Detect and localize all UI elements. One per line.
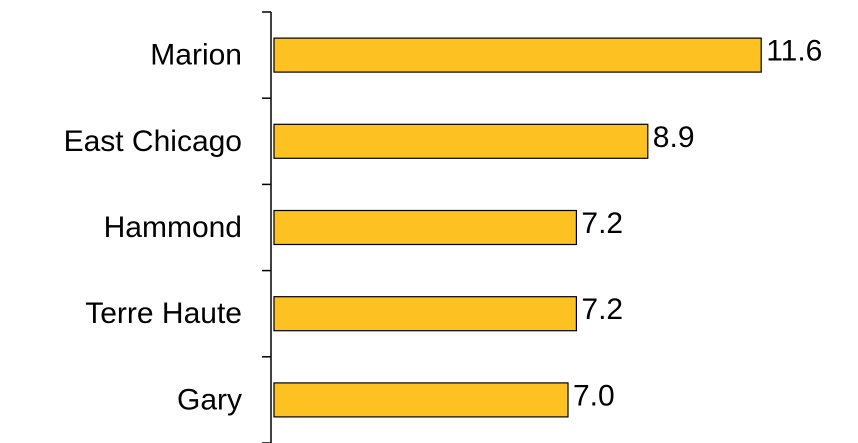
category-label: Gary (177, 383, 242, 416)
value-label: 11.6 (766, 35, 822, 68)
bar (273, 382, 569, 418)
value-label: 7.0 (573, 379, 615, 412)
category-label: Marion (150, 39, 242, 72)
value-labels: 11.6 8.9 7.2 7.2 7.0 (573, 35, 822, 413)
bar (273, 209, 577, 246)
category-label: East Chicago (64, 125, 242, 158)
category-label: Hammond (104, 211, 242, 244)
bar (273, 123, 649, 159)
category-label: Terre Haute (85, 297, 242, 330)
bars-group (273, 37, 762, 418)
bar (273, 296, 577, 332)
value-label: 7.2 (581, 207, 623, 240)
value-label: 8.9 (653, 121, 695, 154)
value-label: 7.2 (581, 293, 623, 326)
category-labels: Marion East Chicago Hammond Terre Haute Gary (64, 39, 242, 417)
bar (273, 37, 762, 73)
axis-ticks (262, 11, 271, 443)
